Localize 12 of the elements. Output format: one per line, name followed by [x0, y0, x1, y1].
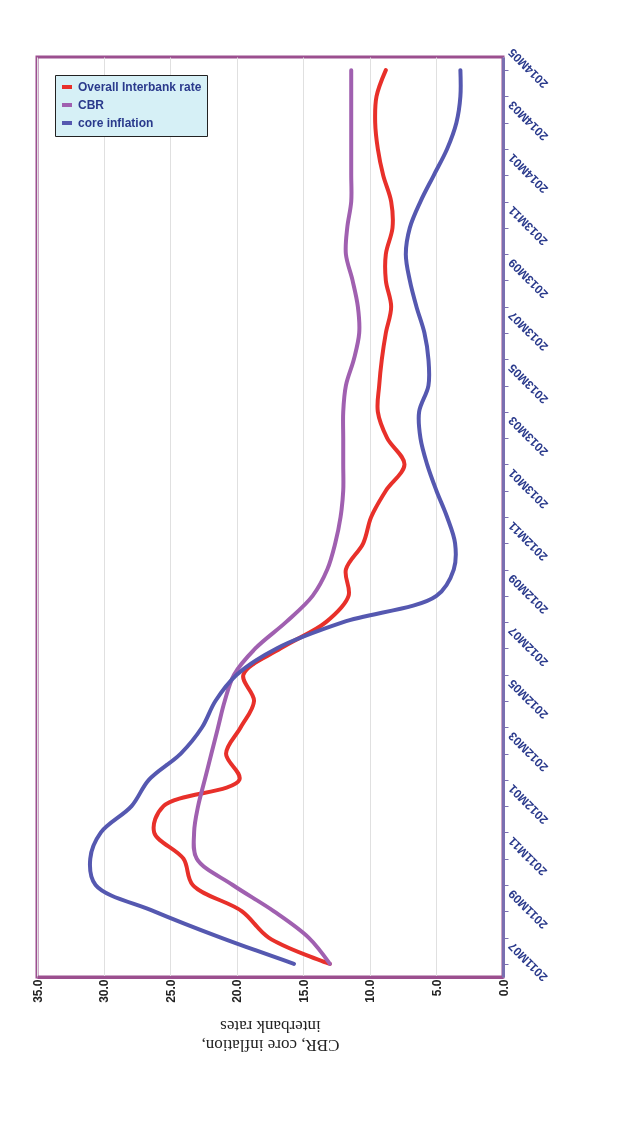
x-tick-label: 30.0: [97, 979, 112, 1003]
x-tick-label: 10.0: [363, 979, 378, 1003]
x-axis-title: CBR, core inflation, interbank rates: [201, 1016, 340, 1055]
legend-label: CBR: [78, 98, 105, 112]
x-tick-label: 15.0: [296, 979, 311, 1003]
x-tick-label: 35.0: [30, 979, 45, 1003]
x-tick-label: 0.0: [496, 979, 511, 997]
x-tick-label: 20.0: [230, 979, 245, 1003]
legend-label: Overall Interbank rate: [78, 80, 202, 94]
x-tick-label: 5.0: [429, 979, 444, 997]
x-tick-label: 25.0: [163, 979, 178, 1003]
legend-label: core inflation: [78, 116, 154, 130]
